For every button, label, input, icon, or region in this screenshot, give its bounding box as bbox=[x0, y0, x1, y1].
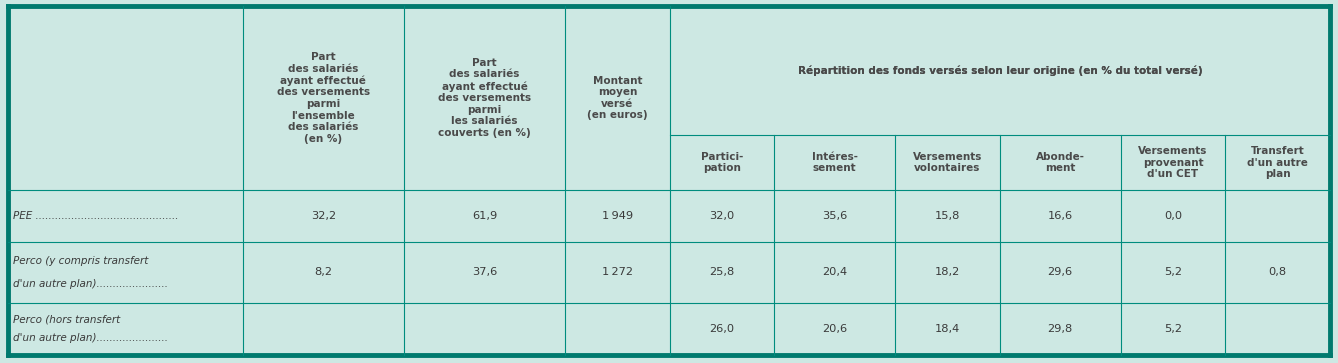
Text: Répartition des fonds versés selon leur origine (en % du total versé): Répartition des fonds versés selon leur … bbox=[797, 65, 1202, 76]
Text: Perco (y compris transfert: Perco (y compris transfert bbox=[13, 256, 149, 266]
Text: Intéres-
sement: Intéres- sement bbox=[812, 152, 858, 174]
Text: 1 272: 1 272 bbox=[602, 268, 633, 277]
Text: Partici-
pation: Partici- pation bbox=[701, 152, 743, 174]
Text: 25,8: 25,8 bbox=[709, 268, 735, 277]
Text: 61,9: 61,9 bbox=[472, 211, 498, 221]
Text: Répartition des fonds versés selon leur origine (en % du total versé): Répartition des fonds versés selon leur … bbox=[797, 65, 1202, 76]
Text: Versements
provenant
d'un CET: Versements provenant d'un CET bbox=[1139, 146, 1208, 179]
Text: 5,2: 5,2 bbox=[1164, 324, 1181, 334]
Text: d'un autre plan)......................: d'un autre plan)...................... bbox=[13, 278, 169, 289]
Text: 32,2: 32,2 bbox=[310, 211, 336, 221]
Text: 20,6: 20,6 bbox=[822, 324, 847, 334]
Text: Perco (hors transfert: Perco (hors transfert bbox=[13, 315, 120, 325]
Text: 29,6: 29,6 bbox=[1048, 268, 1073, 277]
Text: d'un autre plan)......................: d'un autre plan)...................... bbox=[13, 334, 169, 343]
Text: 1 949: 1 949 bbox=[602, 211, 633, 221]
Text: Part
des salariés
ayant effectué
des versements
parmi
l'ensemble
des salariés
(e: Part des salariés ayant effectué des ver… bbox=[277, 52, 371, 144]
Text: Part
des salariés
ayant effectué
des versements
parmi
les salariés
couverts (en : Part des salariés ayant effectué des ver… bbox=[438, 58, 531, 138]
Text: 18,4: 18,4 bbox=[935, 324, 961, 334]
Text: 37,6: 37,6 bbox=[472, 268, 498, 277]
Text: 15,8: 15,8 bbox=[935, 211, 961, 221]
Text: Transfert
d'un autre
plan: Transfert d'un autre plan bbox=[1247, 146, 1309, 179]
Text: 16,6: 16,6 bbox=[1048, 211, 1073, 221]
Text: Montant
moyen
versé
(en euros): Montant moyen versé (en euros) bbox=[587, 76, 648, 121]
Text: Versements
volontaires: Versements volontaires bbox=[913, 152, 982, 174]
Text: 0,0: 0,0 bbox=[1164, 211, 1181, 221]
Text: 8,2: 8,2 bbox=[314, 268, 332, 277]
Text: 26,0: 26,0 bbox=[709, 324, 735, 334]
Text: 5,2: 5,2 bbox=[1164, 268, 1181, 277]
Text: 18,2: 18,2 bbox=[935, 268, 961, 277]
Text: 20,4: 20,4 bbox=[822, 268, 847, 277]
Text: 32,0: 32,0 bbox=[709, 211, 735, 221]
Text: Abonde-
ment: Abonde- ment bbox=[1036, 152, 1085, 174]
Text: 35,6: 35,6 bbox=[822, 211, 847, 221]
Text: 29,8: 29,8 bbox=[1048, 324, 1073, 334]
Text: 0,8: 0,8 bbox=[1268, 268, 1287, 277]
Text: PEE ............................................: PEE ....................................… bbox=[13, 211, 178, 221]
